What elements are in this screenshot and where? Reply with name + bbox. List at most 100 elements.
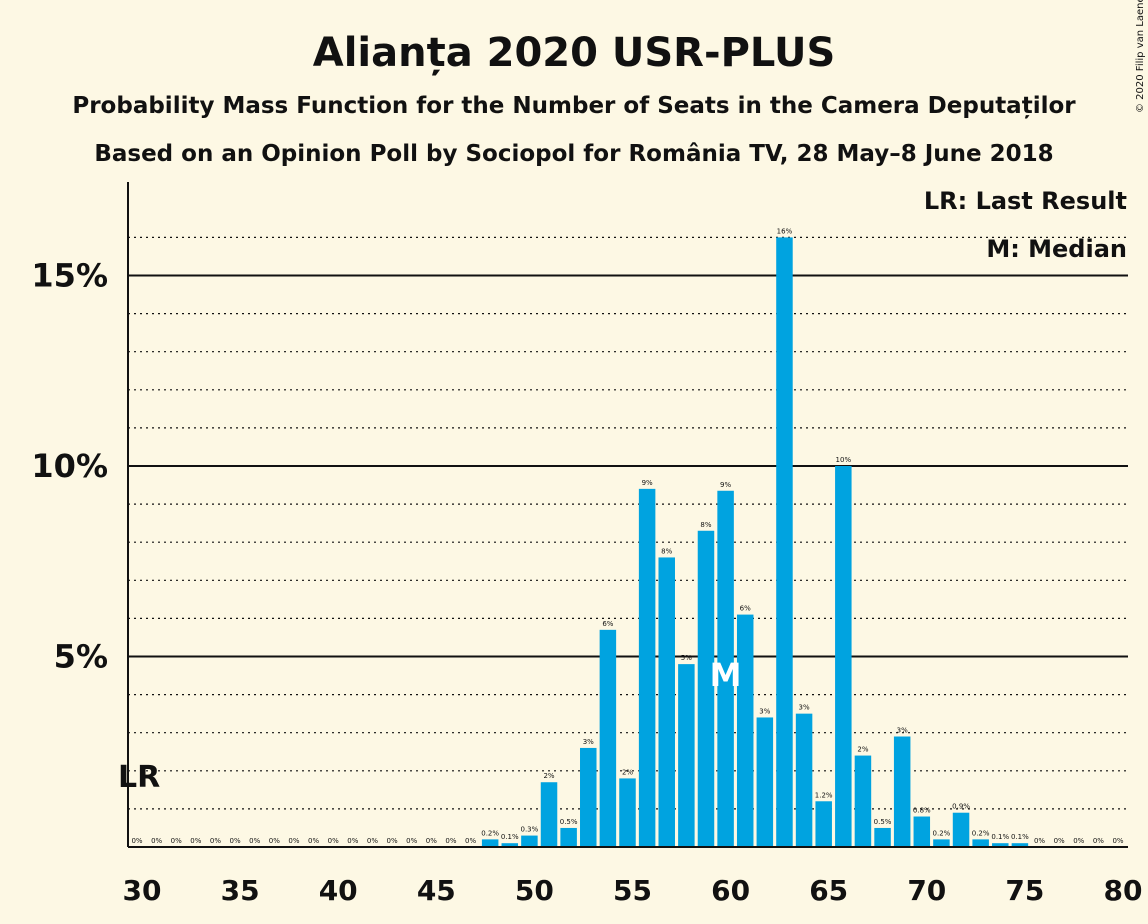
bar-seat-52 xyxy=(560,827,577,847)
data-label-seat-44: 0% xyxy=(406,837,417,845)
bar-seat-65 xyxy=(815,801,832,847)
bar-seat-55 xyxy=(619,778,636,847)
data-label-seat-75: 0.1% xyxy=(1011,833,1029,841)
data-label-seat-49: 0.1% xyxy=(501,833,519,841)
data-label-seat-59: 8% xyxy=(700,521,711,529)
bar-seat-67 xyxy=(854,755,872,847)
chart-subtitle-1: Probability Mass Function for the Number… xyxy=(72,93,1076,119)
x-tick-label: 75 xyxy=(1005,874,1044,907)
x-tick-label: 60 xyxy=(711,874,750,907)
last-result-marker: LR xyxy=(118,760,160,795)
data-label-seat-31: 0% xyxy=(151,837,162,845)
data-label-seat-45: 0% xyxy=(426,837,437,845)
data-label-seat-63: 16% xyxy=(777,227,793,235)
x-tick-label: 45 xyxy=(417,874,456,907)
legend-median: M: Median xyxy=(986,235,1127,263)
bar-seat-59 xyxy=(697,530,715,847)
bar-seat-58 xyxy=(678,664,695,847)
data-label-seat-33: 0% xyxy=(190,837,201,845)
data-label-seat-51: 2% xyxy=(543,772,554,780)
bar-seat-73 xyxy=(972,839,989,847)
x-tick-label: 65 xyxy=(809,874,848,907)
x-tick-label: 50 xyxy=(515,874,554,907)
data-label-seat-39: 0% xyxy=(308,837,319,845)
bar-seat-75 xyxy=(1011,843,1029,847)
bar-seat-60 xyxy=(717,490,734,847)
data-label-seat-38: 0% xyxy=(288,837,299,845)
data-label-seat-46: 0% xyxy=(445,837,456,845)
data-label-seat-76: 0% xyxy=(1034,837,1045,845)
bar-seat-49 xyxy=(501,843,519,847)
bar-seat-53 xyxy=(580,747,597,847)
data-labels: 0% 0% 0% 0% 0% 0% 0% 0% 0% 0% 0% 0% 0% 0% 0% 0% 0% 0% 0.2%… xyxy=(131,227,1123,845)
data-label-seat-68: 0.5% xyxy=(874,818,892,826)
x-tick-label: 70 xyxy=(907,874,946,907)
chart-title: Alianța 2020 USR-PLUS xyxy=(313,30,836,76)
data-label-seat-67: 2% xyxy=(857,746,868,754)
copyright-notice: © 2020 Filip van Laenen xyxy=(1135,0,1146,113)
x-axis-ticks: 30 35 40 45 50 55 60 65 70 75 80 xyxy=(123,874,1143,907)
data-label-seat-80: 0% xyxy=(1112,837,1123,845)
bar-seat-57 xyxy=(658,557,675,847)
y-tick-label: 5% xyxy=(54,638,108,676)
bar-seat-62 xyxy=(756,717,774,847)
data-label-seat-70: 0.8% xyxy=(913,807,931,815)
legend-last-result: LR: Last Result xyxy=(924,187,1127,215)
data-label-seat-57: 8% xyxy=(661,547,672,555)
data-label-seat-72: 0.9% xyxy=(952,803,970,811)
axes xyxy=(127,182,1128,848)
data-label-seat-78: 0% xyxy=(1073,837,1084,845)
data-label-seat-43: 0% xyxy=(387,837,398,845)
chart-subtitle-2: Based on an Opinion Poll by Sociopol for… xyxy=(94,141,1053,167)
y-axis-ticks: 5% 10% 15% xyxy=(31,257,108,676)
data-label-seat-77: 0% xyxy=(1054,837,1065,845)
data-label-seat-62: 3% xyxy=(759,707,770,715)
bar-seat-56 xyxy=(638,488,656,847)
bar-seat-71 xyxy=(933,839,950,847)
x-tick-label: 80 xyxy=(1104,874,1143,907)
data-label-seat-50: 0.3% xyxy=(521,826,539,834)
data-label-seat-40: 0% xyxy=(328,837,339,845)
bar-seat-51 xyxy=(540,782,558,847)
data-label-seat-41: 0% xyxy=(347,837,358,845)
bar-seat-50 xyxy=(521,835,538,847)
bar-seat-64 xyxy=(795,713,813,847)
data-label-seat-79: 0% xyxy=(1093,837,1104,845)
data-label-seat-47: 0% xyxy=(465,837,476,845)
bar-seat-61 xyxy=(736,614,754,847)
bar-seat-74 xyxy=(992,843,1009,847)
data-label-seat-73: 0.2% xyxy=(972,829,990,837)
x-tick-label: 55 xyxy=(613,874,652,907)
x-tick-label: 35 xyxy=(221,874,260,907)
bar-seat-70 xyxy=(913,816,931,847)
x-tick-label: 40 xyxy=(319,874,358,907)
grid-lines xyxy=(128,236,1128,810)
data-label-seat-35: 0% xyxy=(230,837,241,845)
data-label-seat-69: 3% xyxy=(897,727,908,735)
bar-seat-54 xyxy=(599,629,617,847)
data-label-seat-52: 0.5% xyxy=(560,818,578,826)
bar-seat-66 xyxy=(835,466,852,847)
bar-seat-63 xyxy=(776,237,793,847)
data-label-seat-60: 9% xyxy=(720,481,731,489)
data-label-seat-36: 0% xyxy=(249,837,260,845)
data-label-seat-58: 5% xyxy=(681,654,692,662)
data-label-seat-61: 6% xyxy=(740,605,751,613)
data-label-seat-30: 0% xyxy=(131,837,142,845)
data-label-seat-74: 0.1% xyxy=(991,833,1009,841)
data-label-seat-32: 0% xyxy=(171,837,182,845)
bar-seat-69 xyxy=(893,736,911,847)
median-marker: M xyxy=(710,656,742,694)
data-label-seat-65: 1.2% xyxy=(815,791,833,799)
data-label-seat-54: 6% xyxy=(602,620,613,628)
data-label-seat-48: 0.2% xyxy=(481,829,499,837)
y-tick-label: 10% xyxy=(31,447,108,485)
data-label-seat-71: 0.2% xyxy=(933,829,951,837)
bar-seat-48 xyxy=(481,839,499,847)
data-label-seat-64: 3% xyxy=(799,704,810,712)
data-label-seat-37: 0% xyxy=(269,837,280,845)
data-label-seat-56: 9% xyxy=(642,479,653,487)
bar-seat-68 xyxy=(874,827,891,847)
bar-seat-72 xyxy=(952,812,970,847)
